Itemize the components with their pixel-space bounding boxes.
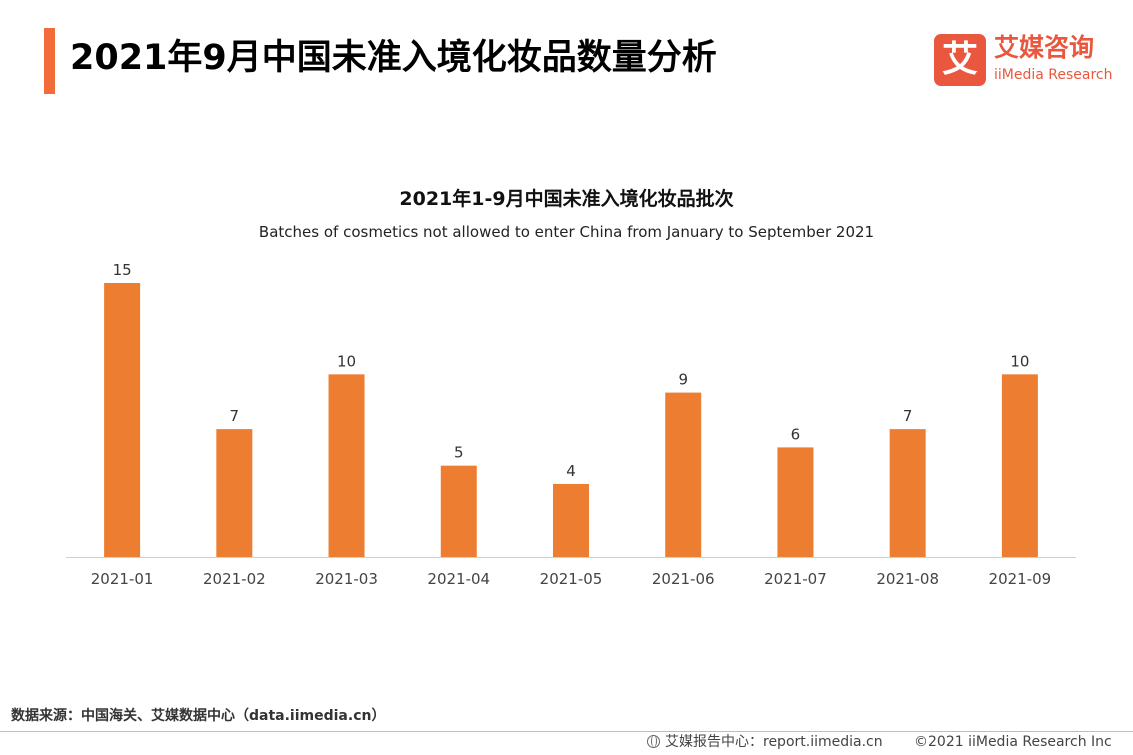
bar-2021-03 bbox=[328, 374, 365, 557]
logo-name-en: iiMedia Research bbox=[994, 67, 1113, 83]
data-label-2021-01: 15 bbox=[113, 261, 132, 279]
bar-2021-05 bbox=[553, 483, 589, 557]
data-label-2021-09: 10 bbox=[1010, 352, 1029, 370]
bar-2021-01 bbox=[104, 283, 141, 557]
x-tick-label-2021-03: 2021-03 bbox=[315, 570, 378, 588]
page-title: 2021年9月中国未准入境化妆品数量分析 bbox=[70, 38, 717, 78]
footer-copyright: ©2021 iiMedia Research Inc bbox=[914, 734, 1112, 750]
x-tick-label-2021-08: 2021-08 bbox=[876, 570, 939, 588]
bar-2021-08 bbox=[889, 429, 926, 557]
bar-2021-02 bbox=[216, 429, 253, 557]
x-tick-label-2021-05: 2021-05 bbox=[540, 570, 603, 588]
x-tick-label-2021-02: 2021-02 bbox=[203, 570, 266, 588]
data-label-2021-08: 7 bbox=[903, 407, 913, 425]
x-tick-label-2021-06: 2021-06 bbox=[652, 570, 715, 588]
report-site-text: 艾媒报告中心：report.iimedia.cn bbox=[665, 734, 883, 750]
x-tick-label-2021-07: 2021-07 bbox=[764, 570, 827, 588]
data-source: 数据来源：中国海关、艾媒数据中心（data.iimedia.cn） bbox=[11, 708, 386, 724]
chart-title: 2021年1-9月中国未准入境化妆品批次 bbox=[399, 188, 734, 210]
data-label-2021-02: 7 bbox=[230, 407, 240, 425]
footer-divider bbox=[0, 731, 1133, 732]
data-label-2021-07: 6 bbox=[791, 425, 801, 443]
logo-mark-icon: 艾 bbox=[934, 34, 986, 86]
x-tick-label-2021-01: 2021-01 bbox=[91, 570, 154, 588]
bar-2021-06 bbox=[665, 392, 702, 557]
logo-name-cn: 艾媒咨询 bbox=[994, 33, 1095, 62]
chart-subtitle: Batches of cosmetics not allowed to ente… bbox=[258, 223, 875, 241]
bar-2021-07 bbox=[777, 447, 814, 557]
data-label-2021-05: 4 bbox=[566, 462, 576, 480]
x-tick-label-2021-04: 2021-04 bbox=[427, 570, 490, 588]
bar-2021-09 bbox=[1001, 374, 1038, 557]
x-tick-label-2021-09: 2021-09 bbox=[989, 570, 1052, 588]
footer-report-site: 艾媒报告中心：report.iimedia.cn bbox=[647, 732, 883, 752]
iimedia-logo: 艾 艾媒咨询 iiMedia Research bbox=[934, 32, 1124, 88]
data-label-2021-06: 9 bbox=[678, 371, 688, 389]
bar-2021-04 bbox=[440, 465, 477, 557]
globe-icon bbox=[647, 735, 660, 748]
data-label-2021-03: 10 bbox=[337, 352, 356, 370]
data-label-2021-04: 5 bbox=[454, 444, 464, 462]
bar-chart: 15 2021-01 7 2021-02 10 2021-03 5 2021-04 4 2021-… bbox=[66, 261, 1076, 588]
title-accent-bar bbox=[44, 28, 55, 94]
